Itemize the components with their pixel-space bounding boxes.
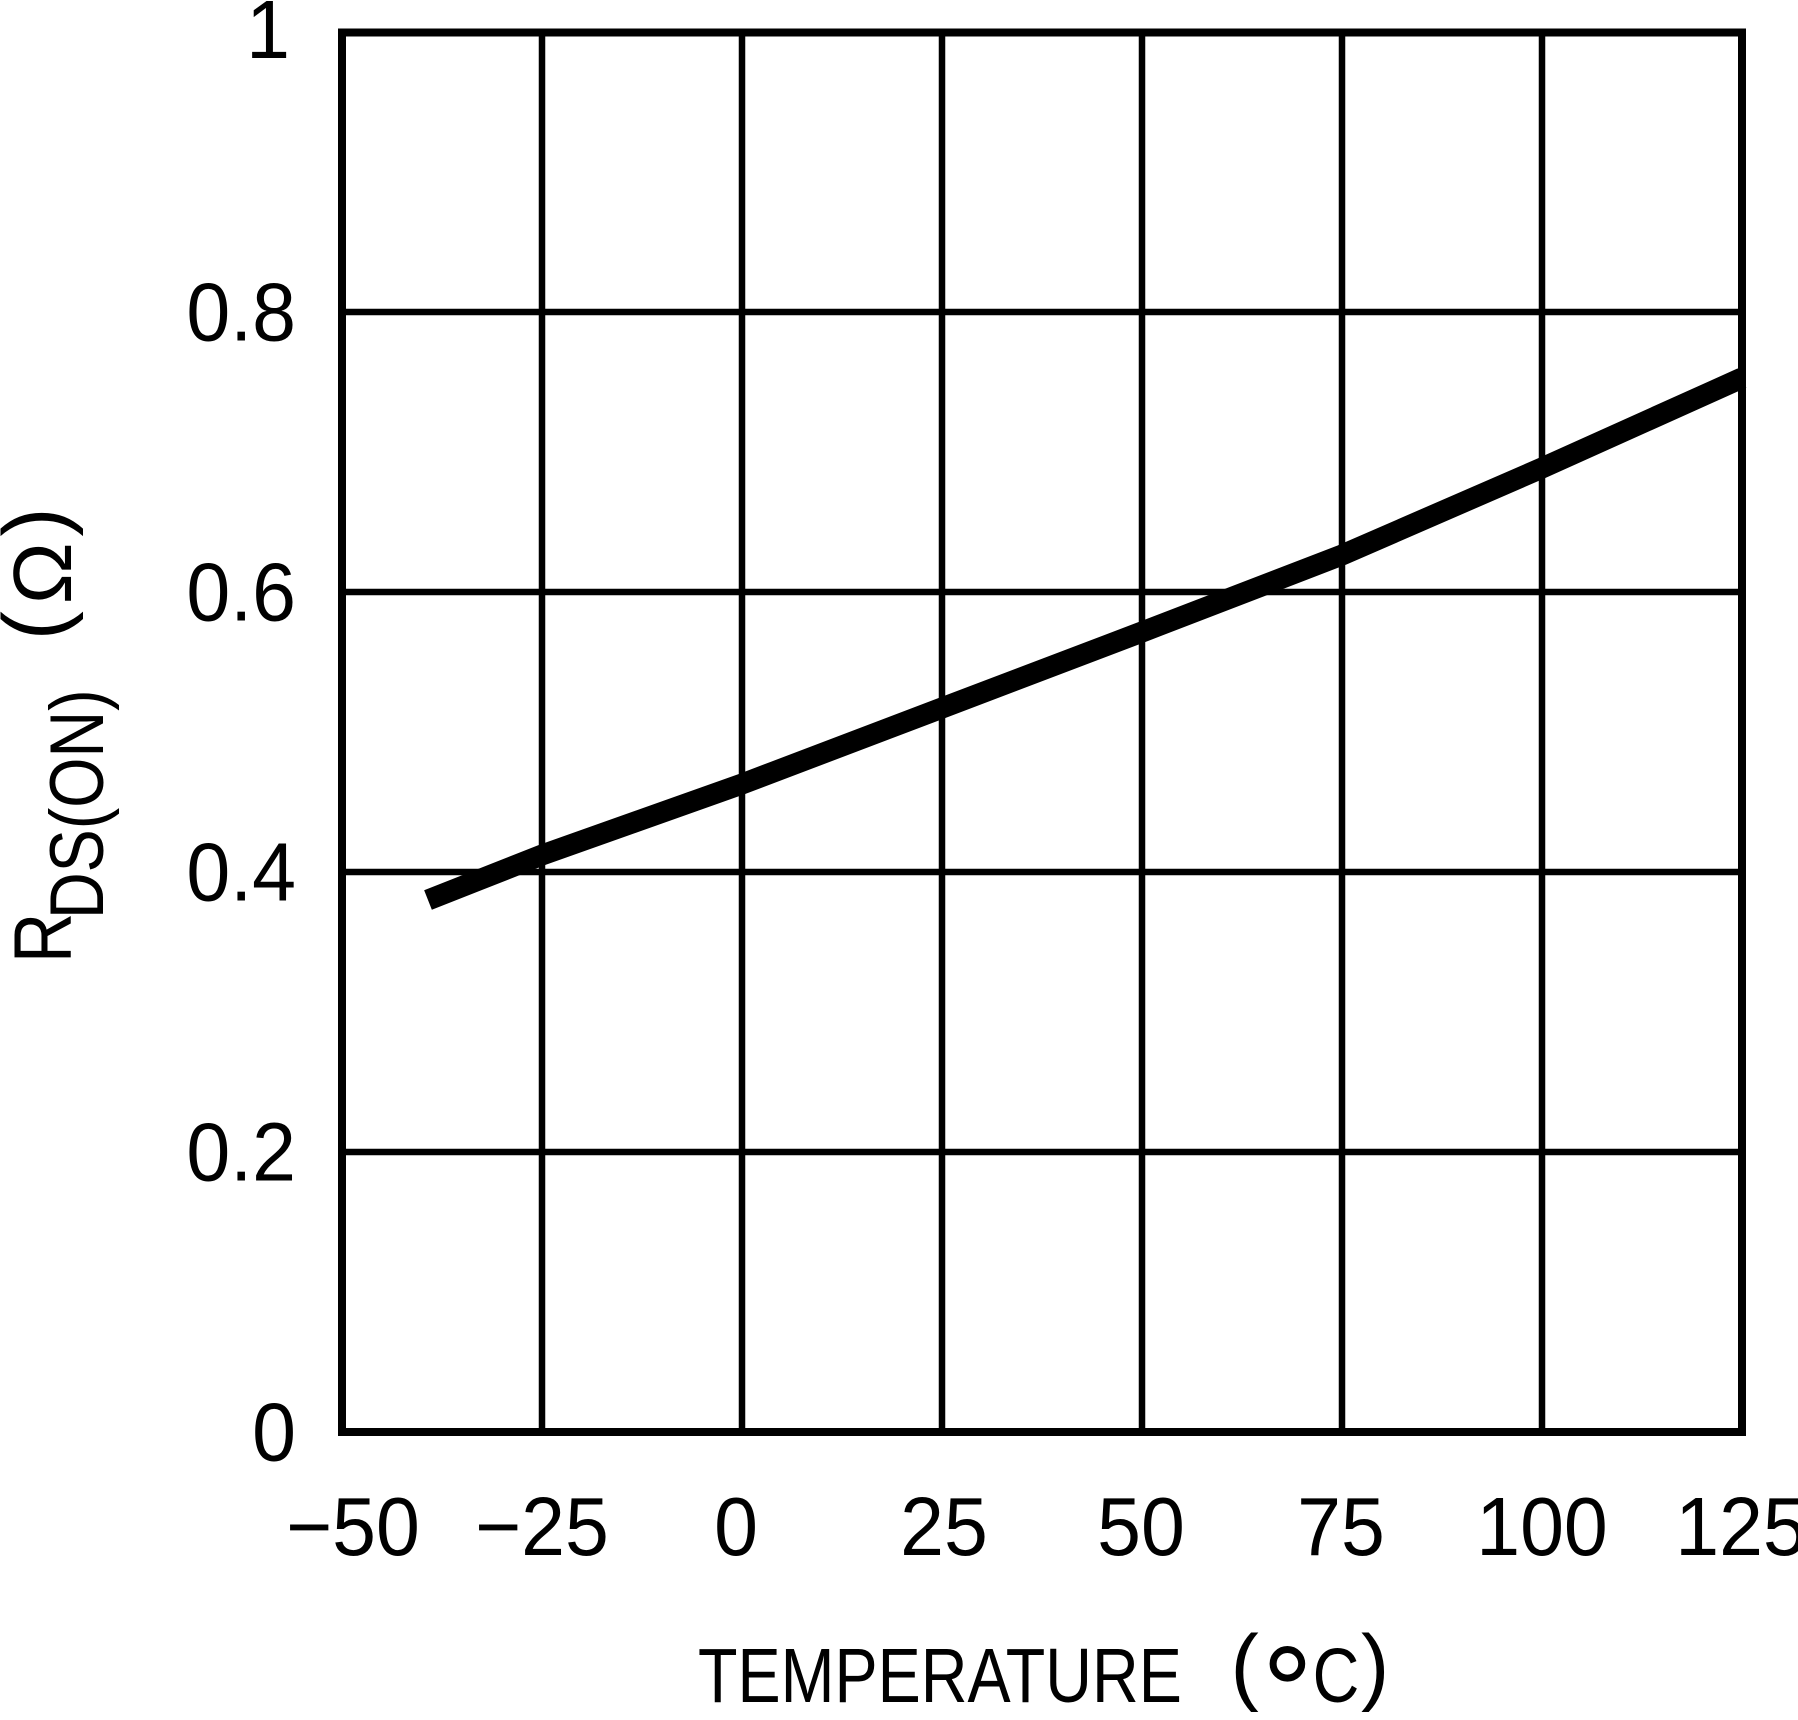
svg-text:0.4: 0.4 <box>186 827 296 919</box>
svg-text:(: ( <box>1231 1619 1259 1714</box>
svg-text:1: 1 <box>246 0 290 76</box>
svg-text:Ω: Ω <box>0 542 89 604</box>
svg-text:125: 125 <box>1675 1481 1798 1573</box>
svg-text:0.6: 0.6 <box>186 547 296 639</box>
svg-text:(: ( <box>0 611 84 640</box>
svg-text:0.2: 0.2 <box>186 1107 296 1199</box>
svg-text:R DS(ON): R DS(ON) <box>0 689 119 963</box>
svg-text:0.8: 0.8 <box>186 267 296 359</box>
svg-text:50: 50 <box>1097 1481 1185 1573</box>
svg-text:0: 0 <box>252 1387 296 1479</box>
svg-text:): ) <box>1361 1619 1389 1714</box>
svg-text:75: 75 <box>1297 1481 1385 1573</box>
svg-text:0: 0 <box>714 1481 758 1573</box>
svg-text:25: 25 <box>900 1481 988 1573</box>
svg-text:−25: −25 <box>475 1481 609 1573</box>
svg-text:100: 100 <box>1476 1481 1608 1573</box>
svg-text:TEMPERATURE: TEMPERATURE <box>698 1634 1182 1720</box>
svg-text:): ) <box>0 507 84 536</box>
svg-text:C: C <box>1313 1634 1360 1720</box>
svg-text:−50: −50 <box>286 1481 420 1573</box>
